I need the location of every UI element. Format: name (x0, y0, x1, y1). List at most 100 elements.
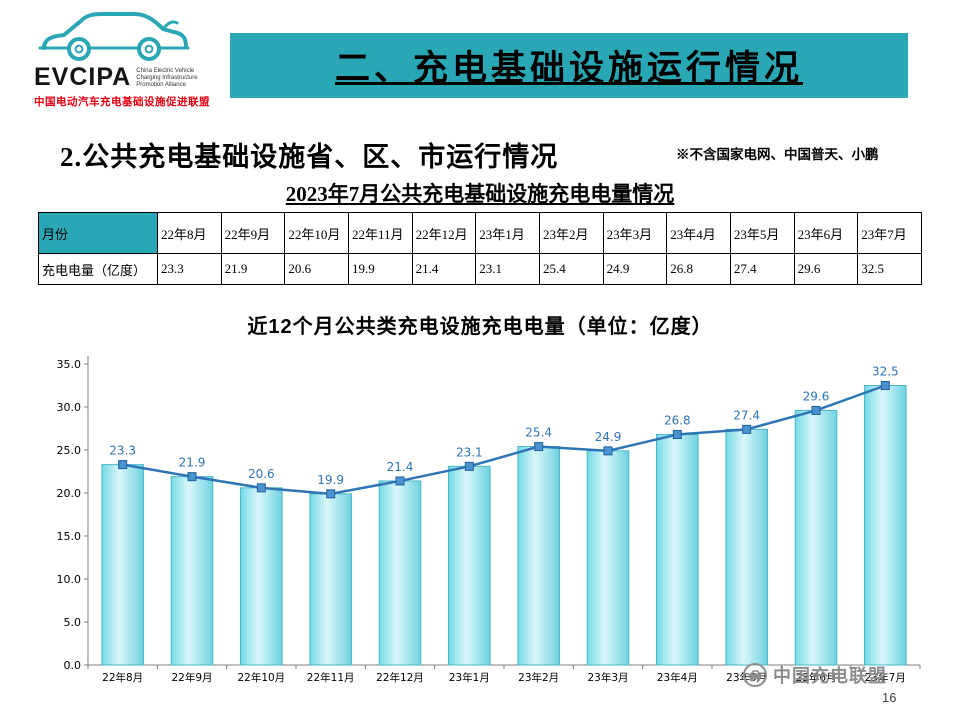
chart-bar (656, 434, 699, 666)
chart-data-label: 19.9 (317, 473, 344, 487)
chart-bar (794, 409, 838, 666)
y-axis-label: 35.0 (57, 358, 82, 371)
chart-data-label: 26.8 (664, 414, 691, 428)
x-axis-label: 23年4月 (657, 671, 698, 684)
table-column-header: 22年10月 (284, 212, 349, 254)
table-data-cell: 29.6 (793, 253, 859, 285)
chart-data-label: 24.9 (595, 430, 622, 444)
y-axis-label: 25.0 (57, 444, 82, 457)
charging-volume-chart: 0.0 5.0 10.0 15.0 20.0 25.0 30.0 35.0 22年8月 22年9月… (57, 356, 921, 684)
chart-marker (742, 424, 752, 434)
table-data-cell: 24.9 (602, 253, 668, 285)
chart-marker (672, 430, 682, 440)
watermark-text: 中国充电联盟 (773, 666, 887, 686)
table-column-header: 23年3月 (602, 212, 668, 254)
logo-org-cn: 中国电动汽车充电基础设施促进联盟 (34, 96, 210, 108)
y-axis-label: 0.0 (64, 659, 82, 672)
x-axis-label: 23年2月 (518, 671, 559, 684)
chart-area: 0.0 5.0 10.0 15.0 20.0 25.0 30.0 35.0 22年8月 22年9月… (38, 344, 930, 697)
exclusion-note: ※不含国家电网、中国普天、小鹏 (676, 147, 879, 162)
table-data-cell: 27.4 (729, 253, 795, 285)
x-axis-label: 22年10月 (237, 671, 285, 684)
alliance-logo-icon (743, 663, 767, 687)
x-axis-label: 22年11月 (307, 671, 355, 684)
x-axis-label: 23年6月 (795, 671, 836, 684)
evcipa-logo: EVCIPA China Electric Vehicle Charging I… (34, 6, 224, 109)
charging-volume-table: 月份 22年8月 22年9月 22年10月 22年11月 22年12月 23年1月 23年2月… (38, 212, 922, 285)
chart-bar (378, 480, 422, 666)
chart-marker (256, 483, 266, 493)
table-column-header: 23年2月 (538, 212, 604, 254)
table-data-cell: 20.6 (284, 253, 349, 285)
table-column-header: 23年1月 (475, 212, 540, 254)
table-column-header: 23年5月 (729, 212, 795, 254)
chart-data-label: 29.6 (803, 389, 830, 403)
table-column-header: 23年6月 (793, 212, 859, 254)
x-axis-label: 23年1月 (449, 671, 490, 684)
chart-marker (880, 381, 890, 390)
logo-acronym: EVCIPA (34, 63, 132, 91)
chart-data-label: 21.9 (179, 456, 206, 470)
table-data-cell: 21.9 (220, 253, 286, 285)
chart-bar (517, 446, 560, 666)
chart-data-label: 20.6 (248, 467, 275, 481)
x-axis-label: 22年12月 (376, 671, 424, 684)
chart-bar (448, 465, 491, 666)
y-axis-label: 20.0 (57, 487, 82, 500)
table-row-header: 月份 (38, 212, 158, 254)
banner-title: 二、充电基础设施运行情况 (334, 49, 803, 88)
table-column-header: 23年7月 (857, 212, 922, 254)
chart-bar (586, 450, 630, 666)
table-column-header: 22年11月 (347, 212, 413, 254)
chart-marker (395, 476, 405, 486)
chart-bar (864, 385, 907, 666)
chart-marker (326, 489, 336, 499)
chart-data-label: 23.3 (109, 444, 136, 458)
table-data-cell: 19.9 (347, 253, 413, 285)
chart-marker (187, 472, 197, 482)
x-axis-label: 22年9月 (171, 671, 212, 684)
table-title: 2023年7月公共充电基础设施充电电量情况 (285, 182, 675, 206)
chart-data-label: 27.4 (733, 408, 760, 422)
chart-title: 近12个月公共类充电设施充电电量（单位：亿度） (247, 316, 713, 338)
table-column-header: 22年9月 (220, 212, 286, 254)
table-data-cell: 25.4 (538, 253, 604, 285)
table-data-cell: 23.1 (475, 253, 540, 285)
chart-data-label: 21.4 (387, 460, 414, 474)
table-column-header: 22年8月 (157, 212, 222, 254)
table-column-header: 22年12月 (411, 212, 477, 254)
chart-bar (240, 487, 283, 666)
chart-line (122, 384, 886, 496)
chart-marker (464, 461, 474, 471)
x-axis-label: 23年7月 (865, 671, 906, 684)
chart-data-label: 23.1 (456, 445, 483, 459)
chart-marker (118, 460, 128, 470)
y-axis-label: 15.0 (57, 530, 82, 543)
logo-org-en: China Electric Vehicle Charging Infrastr… (136, 68, 198, 89)
table-data-cell: 26.8 (666, 253, 731, 285)
x-axis-label: 23年3月 (587, 671, 628, 684)
y-axis-label: 5.0 (64, 616, 82, 629)
chart-marker (811, 405, 821, 415)
chart-bar (309, 493, 352, 666)
table-data-cell: 32.5 (857, 253, 922, 285)
y-axis-label: 10.0 (57, 573, 82, 586)
page-number: 16 (882, 690, 897, 705)
table-data-cell: 23.3 (157, 253, 222, 285)
table-row-header: 充电电量（亿度） (38, 253, 158, 285)
y-axis-label: 30.0 (57, 401, 82, 414)
table-column-header: 23年4月 (666, 212, 731, 254)
table-data-cell: 21.4 (411, 253, 477, 285)
chart-bar (170, 476, 214, 666)
chart-data-label: 32.5 (872, 365, 899, 379)
chart-bar (101, 464, 144, 666)
banner: 二、充电基础设施运行情况 (230, 33, 908, 98)
section-subtitle: 2.公共充电基础设施省、区、市运行情况 (60, 142, 559, 172)
chart-bar (725, 428, 768, 666)
car-logo-icon (38, 12, 190, 61)
chart-marker (603, 446, 613, 456)
chart-marker (534, 442, 544, 452)
chart-data-label: 25.4 (525, 426, 552, 440)
x-axis-label: 22年8月 (102, 671, 143, 684)
